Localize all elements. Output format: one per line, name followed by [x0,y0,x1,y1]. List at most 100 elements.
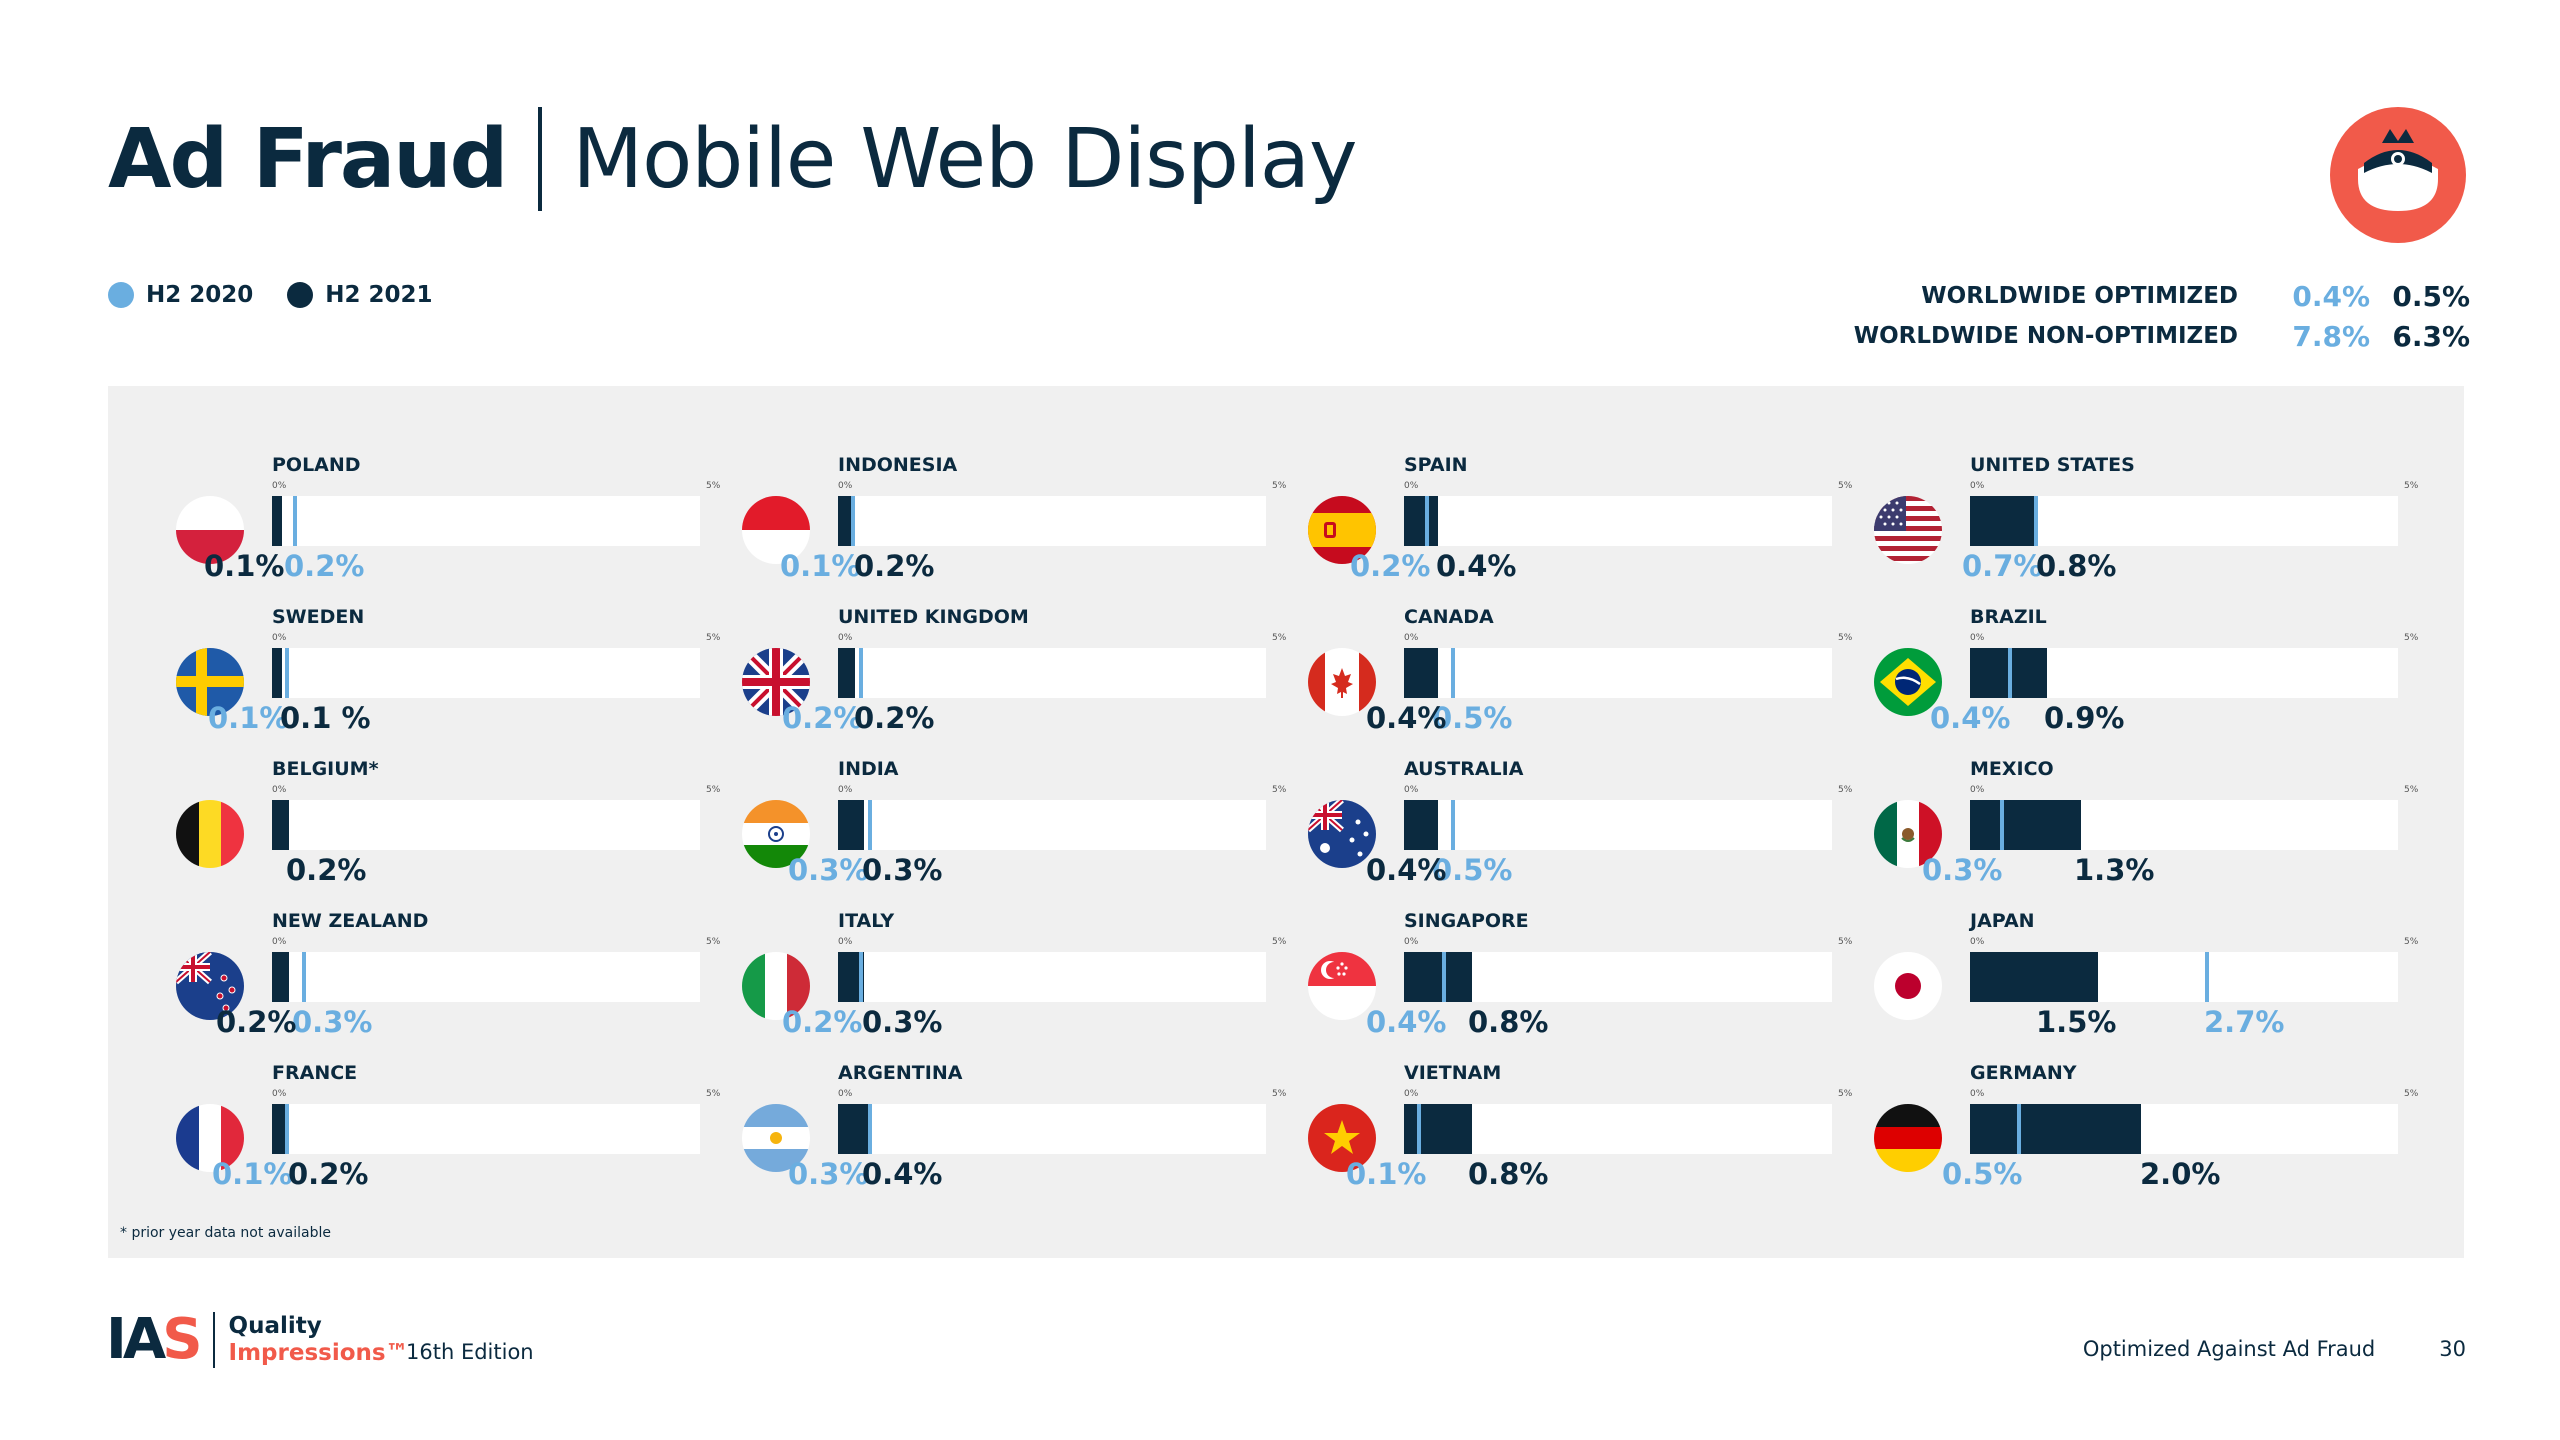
germany-flag-icon [1874,1104,1942,1172]
marker-h2-2020 [1442,952,1447,1002]
ias-wordmark-s: S [162,1307,202,1372]
marker-h2-2020 [1416,1104,1421,1154]
bar-track [272,648,700,698]
bar-track [838,1104,1266,1154]
country-name: BELGIUM* [272,758,379,780]
logo-divider [212,1312,215,1368]
edition-label: 16th Edition [406,1340,534,1364]
value-label-h2-2020: 0.3% [788,853,869,887]
axis-tick-max: 5% [1272,633,1287,643]
axis-tick-min: 0% [838,633,853,643]
us-flag-icon [1874,496,1942,564]
axis-tick-min: 0% [1404,785,1419,795]
bar-track [1404,1104,1832,1154]
mascot-logo-icon [2330,107,2466,243]
axis-tick-max: 5% [2404,633,2419,643]
bar-track [838,952,1266,1002]
spain-flag-icon [1308,496,1376,564]
bar-h2-2021 [272,496,282,546]
value-label-h2-2021: 1.5% [2036,1005,2117,1039]
country-name: SPAIN [1404,454,1468,476]
worldwide-row-optimized: WORLDWIDE OPTIMIZED 0.4% 0.5% [1820,276,2470,316]
country-name: BRAZIL [1970,606,2047,628]
axis-tick-min: 0% [838,785,853,795]
bar-track [272,496,700,546]
axis-tick-max: 5% [1838,1089,1853,1099]
bar-track [1404,952,1832,1002]
axis-tick-min: 0% [1404,481,1419,491]
axis-tick-max: 5% [1272,1089,1287,1099]
value-label-h2-2021: 0.3% [862,853,943,887]
value-label-h2-2020: 0.2% [1350,549,1431,583]
value-label-h2-2020: 0.5% [1942,1157,2023,1191]
value-label-h2-2020: 0.1% [780,549,861,583]
marker-h2-2020 [859,952,864,1002]
bar-h2-2021 [1970,800,2082,850]
marker-h2-2020 [301,952,306,1002]
title-light: Mobile Web Display [572,111,1357,207]
marker-h2-2020 [859,648,864,698]
axis-tick-max: 5% [1838,785,1853,795]
value-label-h2-2021: 0.2% [216,1005,297,1039]
axis-tick-max: 5% [2404,1089,2419,1099]
value-label-h2-2021: 0.3% [862,1005,943,1039]
legend-swatch-h2-2020 [108,282,134,308]
marker-h2-2020 [293,496,298,546]
page-number: 30 [2439,1337,2466,1361]
country-cell: POLAND 0% 5% 0.2% 0.1% [176,446,724,598]
country-name: INDONESIA [838,454,958,476]
marker-h2-2020 [2008,648,2013,698]
value-label-h2-2021: 0.4% [1436,549,1517,583]
marker-h2-2020 [867,800,872,850]
value-label-h2-2021: 0.8% [1468,1005,1549,1039]
country-cell: NEW ZEALAND 0% 5% 0.3% 0.2% [176,902,724,1054]
value-label-h2-2020: 0.3% [292,1005,373,1039]
country-cell: ITALY 0% 5% 0.2% 0.3% [742,902,1290,1054]
italy-flag-icon [742,952,810,1020]
brand-line-impressions: Impressions™ [228,1340,409,1366]
country-name: ITALY [838,910,895,932]
marker-h2-2020 [2205,952,2210,1002]
marker-h2-2020 [284,1104,289,1154]
value-label-h2-2020: 0.4% [1366,1005,1447,1039]
brand-name: Quality Impressions™ [229,1313,409,1367]
section-title: Optimized Against Ad Fraud [2082,1337,2376,1361]
axis-tick-min: 0% [272,1089,287,1099]
value-label-h2-2021: 0.1 % [280,701,371,735]
value-label-h2-2021: 0.4% [1366,701,1447,735]
legend-label: H2 2020 [146,282,254,308]
sweden-flag-icon [176,648,244,716]
bar-h2-2021 [1970,496,2039,546]
axis-tick-max: 5% [2404,481,2419,491]
axis-tick-max: 5% [706,785,721,795]
worldwide-summary: WORLDWIDE OPTIMIZED 0.4% 0.5% WORLDWIDE … [1820,276,2470,356]
france-flag-icon [176,1104,244,1172]
worldwide-value-h2-2020: 0.4% [2292,279,2370,313]
bar-track [1404,800,1832,850]
bar-track [838,800,1266,850]
value-label-h2-2020: 0.2% [284,549,365,583]
marker-h2-2020 [284,648,289,698]
bar-h2-2021 [838,1104,873,1154]
india-flag-icon [742,800,810,868]
bar-track [1404,496,1832,546]
bar-track [1970,1104,2398,1154]
title-bold: Ad Fraud [108,111,508,207]
title-divider [538,107,543,211]
belgium-flag-icon [176,800,244,868]
axis-tick-max: 5% [1272,481,1287,491]
footnote: * prior year data not available [120,1225,331,1241]
value-label-h2-2021: 0.2% [854,549,935,583]
legend-swatch-h2-2021 [287,282,314,308]
axis-tick-max: 5% [706,481,721,491]
bar-track [838,648,1266,698]
legend-item-h2-2020: H2 2020 [108,282,253,308]
marker-h2-2020 [1450,800,1455,850]
country-cell: JAPAN 0% 5% 2.7% 1.5% [1874,902,2422,1054]
axis-tick-max: 5% [706,1089,721,1099]
country-cell: CANADA 0% 5% 0.5% 0.4% [1308,598,1856,750]
country-cell: BELGIUM* 0% 5% 0.2% [176,750,724,902]
axis-tick-max: 5% [1272,937,1287,947]
country-name: JAPAN [1970,910,2035,932]
value-label-h2-2020: 2.7% [2204,1005,2285,1039]
